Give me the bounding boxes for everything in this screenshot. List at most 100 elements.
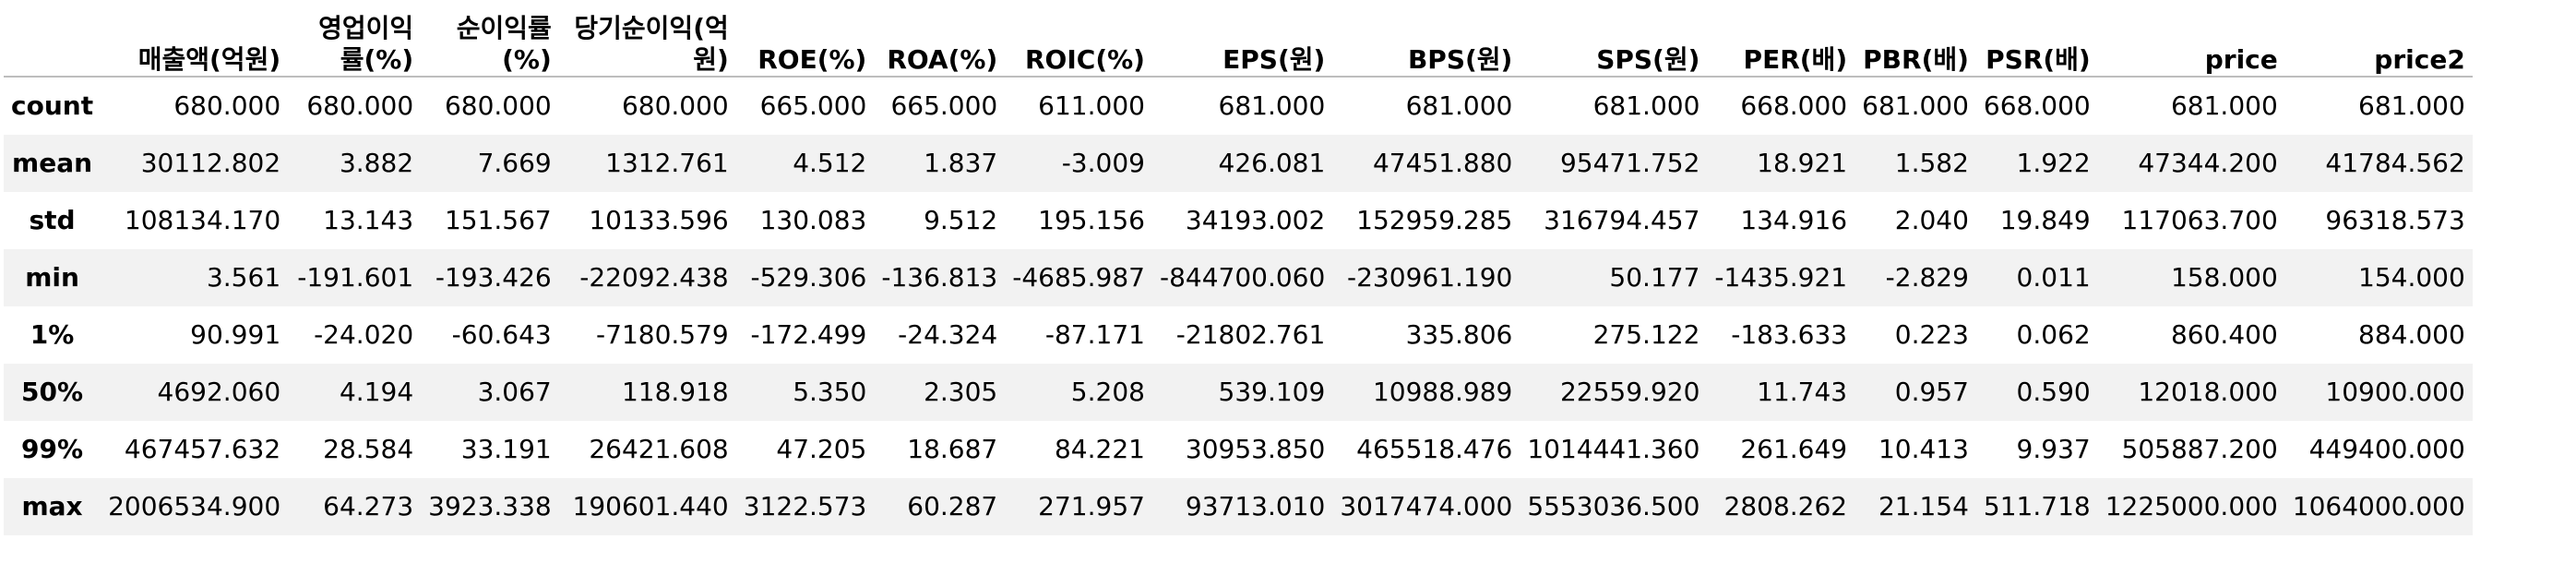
table-cell: 681.000 (1592, 90, 1700, 121)
table-cell: 3.561 (101, 249, 289, 306)
table-cell: 10988.989 (1332, 364, 1521, 421)
table-cell: 195.156 (1038, 205, 1145, 235)
index-header (4, 13, 101, 78)
table-cell: 60.287 (874, 478, 1006, 535)
table-cell: -87.171 (1044, 319, 1145, 350)
table-cell: 41784.562 (2284, 135, 2473, 192)
table-cell: 190601.440 (558, 478, 736, 535)
table-cell: -191.601 (288, 249, 422, 306)
table-cell: 3017474.000 (1332, 478, 1521, 535)
table-cell: 680.000 (306, 90, 414, 121)
table-cell: 449400.000 (2308, 434, 2465, 464)
table-cell: -172.499 (750, 319, 867, 350)
table-cell: 154.000 (2284, 249, 2473, 306)
table-cell: -22092.438 (558, 249, 736, 306)
table-cell: 511.718 (1975, 478, 2098, 535)
table-row: 1% 90.991 -24.020 -60.643 -7180.579 -172.499-… (4, 306, 2473, 364)
table-cell: 2.040 (1894, 205, 1969, 235)
table-cell: 1.922 (1975, 135, 2098, 192)
table-cell: -4685.987 (1005, 249, 1152, 306)
table-cell: 95471.752 (1520, 135, 1708, 192)
table-cell: 5.208 (1005, 364, 1152, 421)
table-cell: 665.000 (890, 90, 998, 121)
table-cell: 11.743 (1707, 364, 1855, 421)
table-cell: 261.649 (1740, 434, 1848, 464)
table-cell: 680.000 (173, 90, 281, 121)
table-cell: 158.000 (2097, 249, 2285, 306)
table-cell: -193.426 (421, 249, 559, 306)
table-cell: 665.000 (759, 90, 867, 121)
table-cell: 9.937 (2016, 434, 2091, 464)
table-cell: 2808.262 (1707, 478, 1855, 535)
table-cell: 681.000 (1862, 90, 1969, 121)
table-cell: -21802.761 (1175, 319, 1326, 350)
table-row: max 2006534.900 64.273 3923.338 190601.440 31… (4, 478, 2473, 535)
table-cell: 47344.200 (2097, 135, 2285, 192)
table-cell: 26421.608 (589, 434, 729, 464)
table-cell: 93713.010 (1151, 478, 1333, 535)
table-cell: 884.000 (2358, 319, 2465, 350)
table-row: mean 30112.802 3.882 7.669 1312.761 4.512 1.83… (4, 135, 2473, 192)
table-cell: 1.837 (874, 135, 1006, 192)
table-cell: 680.000 (621, 90, 729, 121)
table-header: 매출액(억원) 영업이익률(%) 순이익률(%) 당기순이익(억원) ROE(%) ROA… (4, 13, 2473, 78)
table-cell: 64.273 (288, 478, 422, 535)
table-cell: -2.829 (1854, 249, 1976, 306)
column-header: BPS(원) (1332, 13, 1521, 78)
table-cell: 3.882 (288, 135, 422, 192)
table-cell: -60.643 (451, 319, 552, 350)
table-cell: 1014441.360 (1527, 434, 1700, 464)
table-cell: 271.957 (1005, 478, 1152, 535)
table-cell: 21.154 (1854, 478, 1976, 535)
table-row: min 3.561 -191.601 -193.426 -22092.438 -529.3… (4, 249, 2473, 306)
table-cell: 108134.170 (124, 205, 281, 235)
table-cell: 30953.850 (1185, 434, 1326, 464)
table-cell: 1225000.000 (2097, 478, 2285, 535)
table-cell: 1064000.000 (2284, 478, 2473, 535)
column-header: price2 (2284, 13, 2473, 78)
table-cell: 22559.920 (1520, 364, 1708, 421)
table-cell: 118.918 (558, 364, 736, 421)
row-label: 99% (21, 434, 84, 464)
table-cell: -136.813 (874, 249, 1006, 306)
table-cell: 33.191 (460, 434, 552, 464)
column-header: ROE(%) (735, 13, 875, 78)
table-cell: 0.957 (1854, 364, 1976, 421)
table-cell: -7180.579 (596, 319, 729, 350)
table-cell: 465518.476 (1356, 434, 1513, 464)
table-cell: 12018.000 (2097, 364, 2285, 421)
column-header: PER(배) (1707, 13, 1855, 78)
table-body: count 680.000 680.000 680.000 680.000 665.000… (4, 77, 2473, 535)
table-cell: 10900.000 (2284, 364, 2473, 421)
column-header: 매출액(억원) (101, 13, 289, 78)
table-cell: 539.109 (1151, 364, 1333, 421)
table-cell: 316794.457 (1544, 205, 1700, 235)
column-header: SPS(원) (1520, 13, 1708, 78)
table-cell: 50.177 (1520, 249, 1708, 306)
table-cell: 335.806 (1405, 319, 1513, 350)
table-cell: 4.194 (288, 364, 422, 421)
table-cell: 680.000 (444, 90, 552, 121)
column-header: PSR(배) (1975, 13, 2098, 78)
table-cell: 19.849 (1999, 205, 2091, 235)
table-row: count 680.000 680.000 680.000 680.000 665.000… (4, 77, 2473, 135)
table-cell: 681.000 (1218, 90, 1326, 121)
table-cell: 18.921 (1707, 135, 1855, 192)
column-header: 당기순이익(억원) (558, 13, 736, 78)
row-label: max (4, 478, 101, 535)
table-cell: 152959.285 (1356, 205, 1513, 235)
table-cell: 0.011 (1975, 249, 2098, 306)
table-row: 99% 467457.632 28.584 33.191 26421.608 47.205… (4, 421, 2473, 478)
table-cell: 3122.573 (735, 478, 875, 535)
table-cell: 18.687 (907, 434, 998, 464)
table-row: std 108134.170 13.143 151.567 10133.596 130.0… (4, 192, 2473, 249)
table-cell: -844700.060 (1151, 249, 1333, 306)
column-header: price (2097, 13, 2285, 78)
column-header: ROIC(%) (1005, 13, 1152, 78)
table-cell: -230961.190 (1332, 249, 1521, 306)
table-cell: 860.400 (2170, 319, 2278, 350)
table-cell: -1435.921 (1707, 249, 1855, 306)
column-header: EPS(원) (1151, 13, 1333, 78)
table-cell: 4692.060 (101, 364, 289, 421)
